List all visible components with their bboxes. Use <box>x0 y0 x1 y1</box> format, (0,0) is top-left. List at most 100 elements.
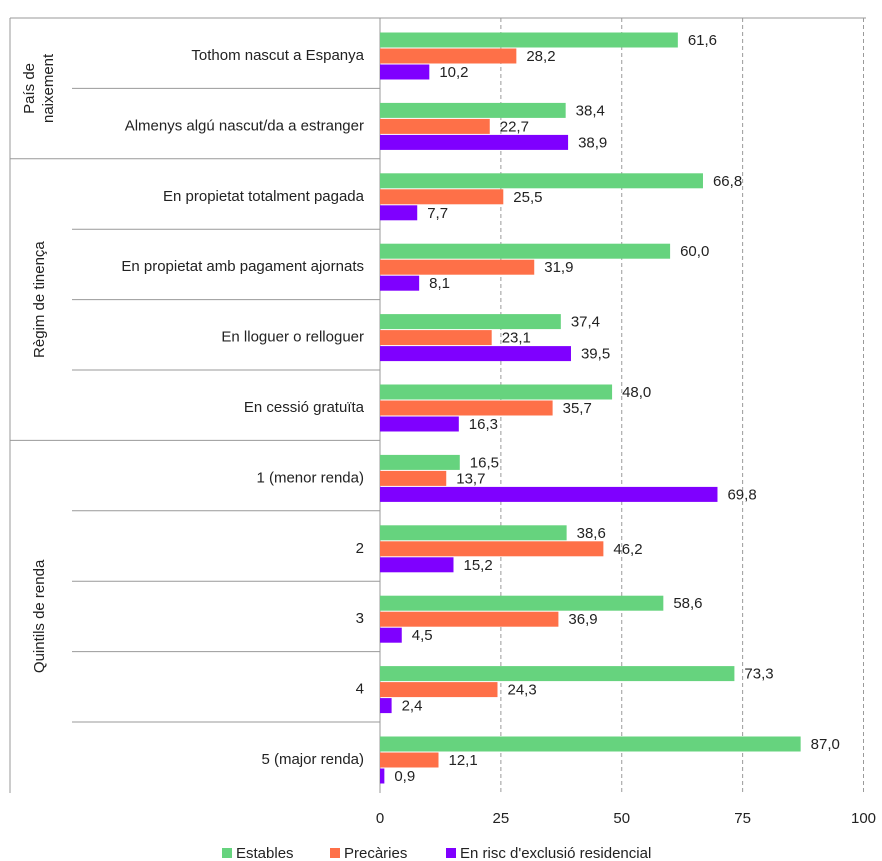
bar-estables <box>380 454 460 470</box>
bar-precaries <box>380 48 517 64</box>
data-label: 10,2 <box>439 64 468 81</box>
bar-estables <box>380 525 567 541</box>
data-label: 37,4 <box>571 314 600 331</box>
data-label: 16,3 <box>469 416 498 433</box>
legend-label: En risc d'exclusió residencial <box>460 845 651 861</box>
data-label: 31,9 <box>544 259 573 276</box>
bar-precaries <box>380 189 504 205</box>
x-axis-ticks: 0 25 50 75 100 <box>376 810 876 827</box>
data-label: 66,8 <box>713 173 742 190</box>
bar-risc <box>380 134 569 150</box>
legend-label: Precàries <box>344 845 407 861</box>
group-label-line: Règim de tinença <box>31 241 48 358</box>
category-label: En propietat totalment pagada <box>163 188 365 205</box>
data-label: 2,4 <box>402 698 423 715</box>
data-label: 48,0 <box>622 384 651 401</box>
legend: Estables Precàries En risc d'exclusió resi… <box>222 845 651 861</box>
legend-swatch <box>222 848 232 858</box>
data-label: 0,9 <box>394 768 415 785</box>
bar-estables <box>380 595 664 611</box>
category-label: 3 <box>356 610 364 627</box>
bars: 61,6 28,2 10,2 38,4 22,7 38,9 66,8 25,5 7,7 60,0 3… <box>380 32 840 785</box>
data-label: 25,5 <box>513 189 542 206</box>
legend-swatch <box>446 848 456 858</box>
category-label: En lloguer o relloguer <box>221 329 364 346</box>
bar-precaries <box>380 400 553 416</box>
bar-risc <box>380 768 385 784</box>
data-label: 36,9 <box>568 611 597 628</box>
bar-estables <box>380 736 801 752</box>
data-label: 16,5 <box>470 454 499 471</box>
data-label: 15,2 <box>463 557 492 574</box>
data-label: 58,6 <box>673 595 702 612</box>
group-label-line: Quintils de renda <box>31 559 48 673</box>
data-label: 28,2 <box>526 48 555 65</box>
data-label: 73,3 <box>744 666 773 683</box>
data-label: 12,1 <box>449 752 478 769</box>
bar-risc <box>380 557 454 573</box>
data-label: 60,0 <box>680 243 709 260</box>
data-label: 8,1 <box>429 275 450 292</box>
bar-estables <box>380 32 678 48</box>
bar-estables <box>380 173 703 189</box>
group-label-line: naixement <box>40 53 57 123</box>
group-label-line: País de <box>21 63 38 114</box>
category-label: Almenys algú nascut/da a estranger <box>125 117 364 134</box>
data-label: 38,4 <box>576 102 605 119</box>
bar-precaries <box>380 330 492 346</box>
bar-estables <box>380 243 671 259</box>
category-labels: Tothom nascut a Espanya Almenys algú nasc… <box>121 47 364 768</box>
bar-estables <box>380 102 566 118</box>
bar-risc <box>380 416 459 432</box>
bar-risc <box>380 627 402 643</box>
bar-precaries <box>380 470 447 486</box>
data-label: 39,5 <box>581 346 610 363</box>
x-tick-label: 100 <box>851 810 876 827</box>
data-label: 38,6 <box>577 525 606 542</box>
bar-risc <box>380 275 420 291</box>
data-label: 7,7 <box>427 205 448 222</box>
data-label: 69,8 <box>727 486 756 503</box>
data-label: 87,0 <box>811 736 840 753</box>
category-label: 2 <box>356 540 364 557</box>
data-label: 24,3 <box>507 682 536 699</box>
bar-estables <box>380 384 613 400</box>
bar-estables <box>380 666 735 682</box>
legend-swatch <box>330 848 340 858</box>
x-tick-label: 75 <box>734 810 751 827</box>
bar-risc <box>380 64 430 80</box>
x-tick-label: 25 <box>493 810 510 827</box>
data-label: 35,7 <box>563 400 592 417</box>
category-label: 5 (major renda) <box>261 751 364 768</box>
category-label: En propietat amb pagament ajornats <box>121 258 364 275</box>
bar-precaries <box>380 118 490 134</box>
data-label: 22,7 <box>500 118 529 135</box>
data-label: 38,9 <box>578 134 607 151</box>
group-labels: País de naixement Règim de tinença Quintils… <box>21 53 57 673</box>
data-label: 46,2 <box>613 541 642 558</box>
category-label: En cessió gratuïta <box>244 399 365 416</box>
category-label: Tothom nascut a Espanya <box>191 47 364 64</box>
x-tick-label: 50 <box>613 810 630 827</box>
bar-precaries <box>380 611 559 627</box>
group-label: País de naixement <box>21 53 57 123</box>
data-label: 23,1 <box>502 330 531 347</box>
bar-risc <box>380 486 718 502</box>
bar-risc <box>380 346 571 362</box>
bar-risc <box>380 698 392 714</box>
x-tick-label: 0 <box>376 810 384 827</box>
group-label: Règim de tinença <box>31 241 48 358</box>
bar-precaries <box>380 752 439 768</box>
category-label: 4 <box>356 681 364 698</box>
legend-label: Estables <box>236 845 294 861</box>
bar-risc <box>380 205 418 221</box>
data-label: 4,5 <box>412 627 433 644</box>
data-label: 13,7 <box>456 470 485 487</box>
bar-precaries <box>380 541 604 557</box>
group-label: Quintils de renda <box>31 559 48 673</box>
bar-precaries <box>380 682 498 698</box>
bar-estables <box>380 314 561 330</box>
category-label: 1 (menor renda) <box>256 469 364 486</box>
bar-precaries <box>380 259 535 275</box>
